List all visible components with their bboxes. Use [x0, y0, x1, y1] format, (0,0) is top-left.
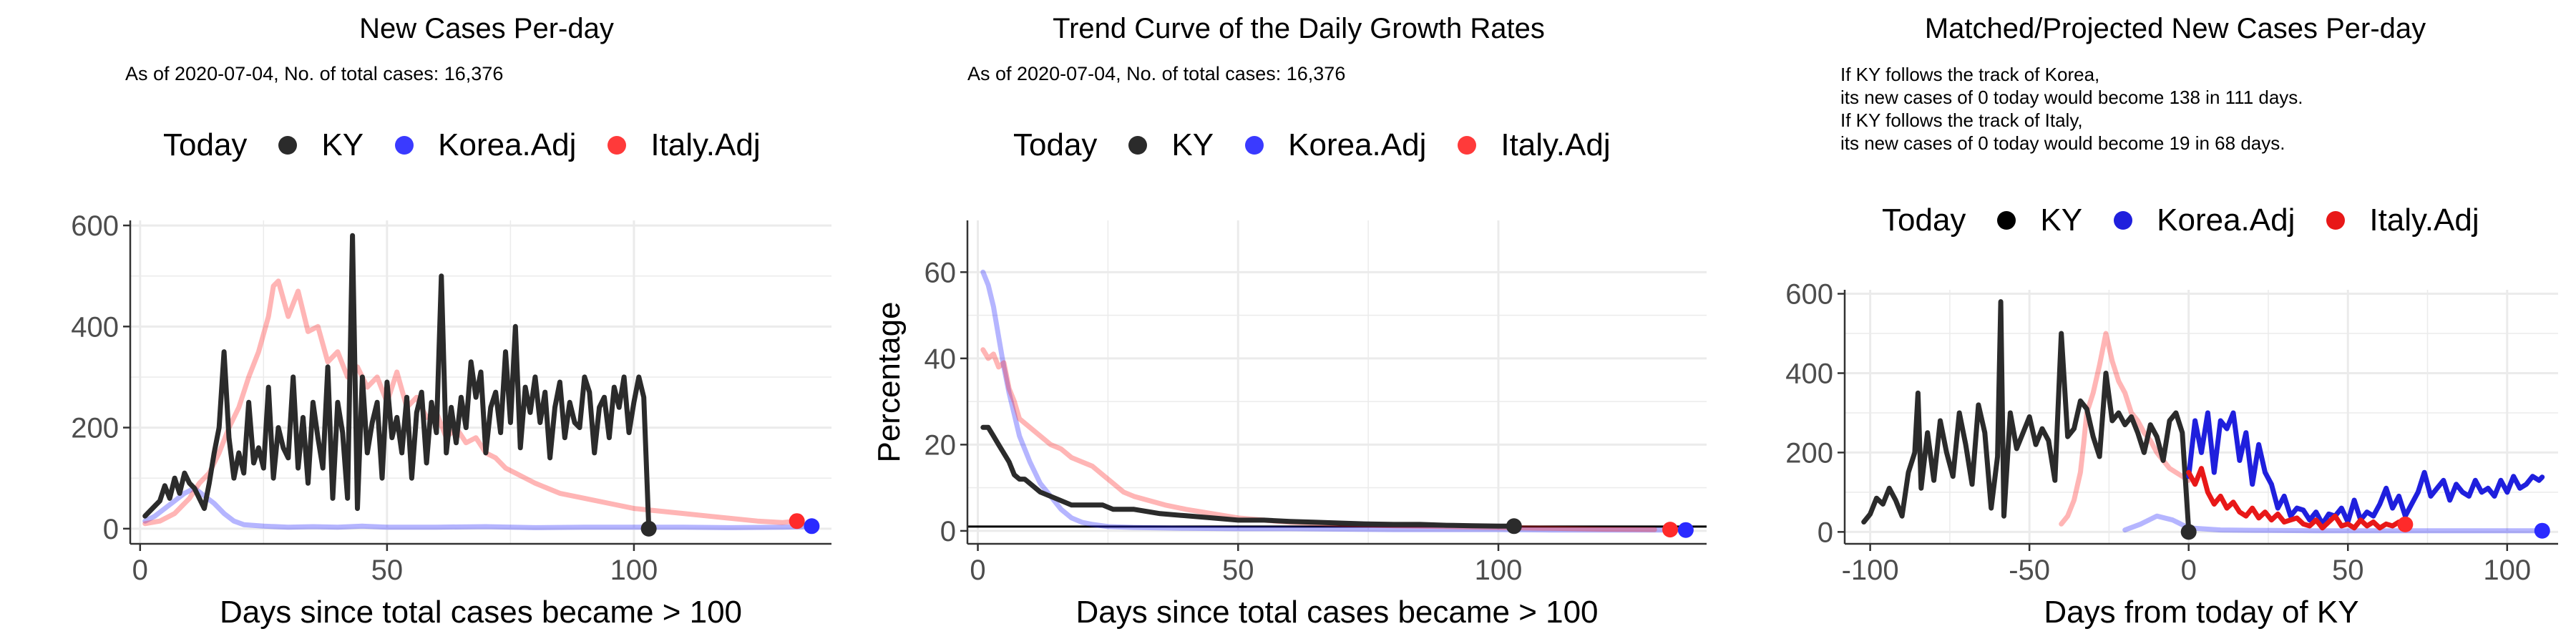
legend-item-ky: KY: [1128, 127, 1214, 163]
x-axis-label: Days since total cases became > 100: [220, 595, 742, 630]
x-tick-label: 0: [132, 555, 148, 586]
legend-dot-ky: [1128, 136, 1148, 155]
y-tick-label: 60: [924, 257, 957, 288]
legend-dot-ky: [278, 136, 298, 155]
chart-legend: Today KY Korea.Adj Italy.Adj: [163, 127, 792, 163]
series-line-ky: [142, 233, 652, 529]
note-line: If KY follows the track of Italy,: [1840, 109, 2083, 131]
legend-item-korea: Korea.Adj: [2114, 203, 2295, 238]
legend-title: Today: [1882, 203, 1966, 238]
plot-background: [967, 220, 1707, 544]
y-tick-label: 600: [71, 210, 119, 242]
legend-label: Italy.Adj: [2369, 203, 2479, 238]
today-point: [640, 520, 657, 537]
chart-legend: Today KY Korea.Adj Italy.Adj: [1882, 203, 2511, 238]
y-tick-label: 200: [1785, 437, 1833, 469]
y-tick-label: 400: [1785, 358, 1833, 389]
panel-new-cases: New Cases Per-day As of 2020-07-04, No. …: [0, 0, 859, 644]
note-line: its new cases of 0 today would become 19…: [1840, 132, 2285, 154]
today-point: [789, 513, 805, 530]
y-tick-label: 20: [924, 429, 957, 461]
legend-item-italy: Italy.Adj: [608, 127, 761, 163]
series-line-italy-projection: [2186, 466, 2408, 531]
series-line-korea-adj: [2122, 513, 2545, 534]
legend-dot-korea: [2114, 211, 2133, 230]
legend-label: KY: [321, 127, 364, 162]
series-line-italy-adj: [2059, 331, 2192, 527]
chart-title: New Cases Per-day: [359, 13, 614, 44]
x-tick-label: 100: [2483, 555, 2531, 586]
y-axis-label: Percentage: [872, 301, 907, 462]
series-line-korea-projection: [2186, 410, 2545, 527]
today-point: [2397, 516, 2414, 532]
panel-growth-rates: Trend Curve of the Daily Growth Rates As…: [859, 0, 1717, 644]
y-tick-label: 0: [103, 514, 119, 545]
x-tick-label: -100: [1842, 555, 1899, 586]
legend-dot-korea: [395, 136, 414, 155]
series-line-ky: [980, 424, 1517, 529]
chart-title: Matched/Projected New Cases Per-day: [1924, 13, 2426, 44]
series-line-korea-adj: [980, 269, 1689, 533]
today-point: [1506, 518, 1522, 535]
series-line-korea-adj: [142, 485, 814, 530]
panel-projected-cases: Matched/Projected New Cases Per-day If K…: [1717, 0, 2576, 644]
chart-title: Trend Curve of the Daily Growth Rates: [1053, 13, 1545, 44]
y-tick-label: 0: [1818, 517, 1833, 548]
x-tick-label: 0: [970, 555, 985, 586]
legend-title: Today: [1013, 127, 1098, 162]
plot-new-cases: 0 50 100 0 200 400 600 Days since total cases b…: [71, 210, 831, 630]
legend-item-italy: Italy.Adj: [2326, 203, 2479, 238]
today-point: [1677, 522, 1694, 538]
legend-item-ky: KY: [1997, 203, 2082, 238]
x-tick-label: 100: [610, 555, 658, 586]
today-point: [804, 518, 820, 535]
today-point: [2180, 524, 2197, 540]
x-tick-label: 0: [2181, 555, 2197, 586]
series-line-ky: [1861, 299, 2192, 533]
x-tick-label: 100: [1475, 555, 1523, 586]
legend-item-korea: Korea.Adj: [395, 127, 576, 163]
y-tick-label: 200: [71, 413, 119, 444]
legend-label: Korea.Adj: [1288, 127, 1427, 162]
projection-note: If KY follows the track of Korea, its ne…: [1840, 63, 2303, 155]
plot-background: [1845, 290, 2558, 544]
legend-dot-ky: [1997, 211, 2016, 230]
today-point: [1662, 522, 1679, 538]
y-tick-label: 0: [940, 516, 956, 547]
legend-label: KY: [2040, 203, 2083, 238]
x-tick-label: -50: [2009, 555, 2050, 586]
x-tick-label: 50: [2332, 555, 2364, 586]
x-tick-label: 50: [1222, 555, 1254, 586]
legend-label: Korea.Adj: [2157, 203, 2296, 238]
x-axis-label: Days since total cases became > 100: [1075, 595, 1598, 630]
legend-label: Italy.Adj: [1501, 127, 1611, 162]
legend-label: Korea.Adj: [438, 127, 577, 162]
chart-legend: Today KY Korea.Adj Italy.Adj: [1013, 127, 1642, 163]
legend-item-korea: Korea.Adj: [1245, 127, 1426, 163]
legend-label: Italy.Adj: [650, 127, 761, 162]
note-line: If KY follows the track of Korea,: [1840, 64, 2100, 85]
today-point: [2534, 522, 2550, 539]
chart-subtitle: As of 2020-07-04, No. of total cases: 16…: [125, 63, 504, 84]
legend-item-italy: Italy.Adj: [1458, 127, 1611, 163]
y-tick-label: 40: [924, 343, 957, 375]
x-tick-label: 50: [371, 555, 404, 586]
x-axis-label: Days from today of KY: [2044, 595, 2358, 630]
plot-projected-cases: -100 -50 0 50 100 0 200 400 600 Days from today o…: [1785, 279, 2558, 630]
legend-dot-italy: [2326, 211, 2346, 230]
y-tick-label: 600: [1785, 279, 1833, 311]
y-tick-label: 400: [71, 311, 119, 343]
series-line-italy-adj: [142, 278, 800, 527]
legend-dot-italy: [1458, 136, 1477, 155]
legend-dot-korea: [1245, 136, 1264, 155]
chart-subtitle: As of 2020-07-04, No. of total cases: 16…: [967, 63, 1346, 84]
note-line: its new cases of 0 today would become 13…: [1840, 87, 2303, 108]
legend-label: KY: [1171, 127, 1214, 162]
legend-item-ky: KY: [278, 127, 364, 163]
legend-title: Today: [163, 127, 248, 162]
plot-growth-rates: 0 50 100 0 20 40 60 Days since total cases beca…: [872, 220, 1707, 630]
legend-dot-italy: [608, 136, 627, 155]
